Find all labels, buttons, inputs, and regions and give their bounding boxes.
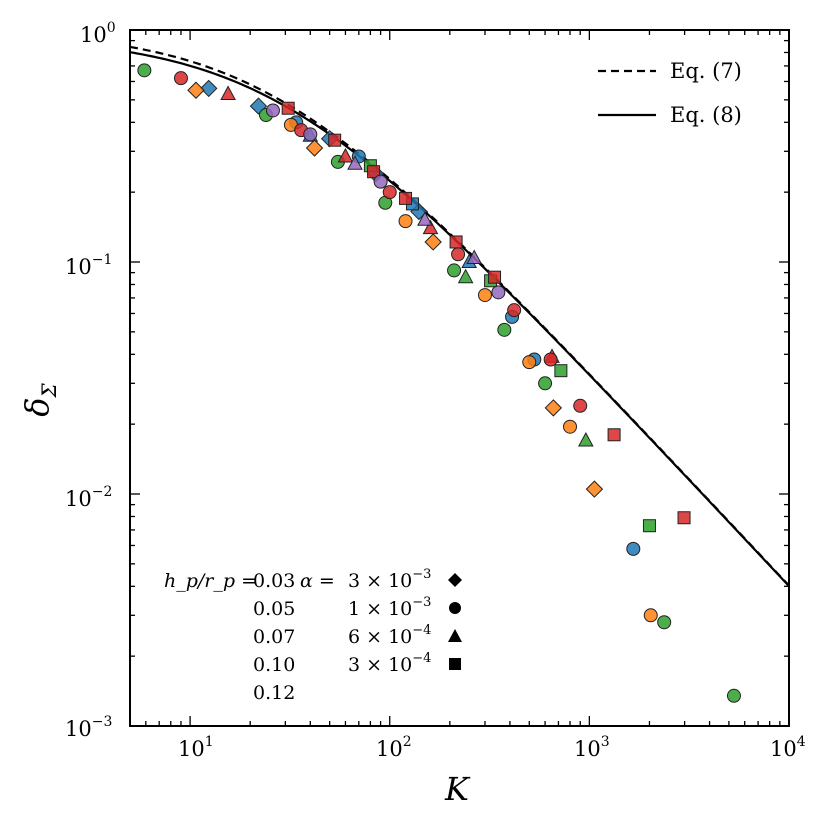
- data-point-diamond: [200, 79, 218, 98]
- data-point-square: [328, 133, 342, 147]
- aspect-value-3: 0.10: [253, 654, 295, 676]
- data-point-circle: [643, 608, 658, 623]
- data-point-square: [399, 191, 413, 205]
- plot-area: [129, 29, 790, 727]
- y-tick-label: 10−3: [65, 714, 112, 741]
- data-point-circle: [507, 303, 522, 318]
- data-point-circle: [538, 376, 553, 391]
- data-point-diamond: [585, 480, 604, 498]
- data-point-square: [554, 364, 568, 378]
- aspect-value-4: 0.12: [253, 682, 295, 704]
- data-markers: [137, 63, 741, 703]
- data-point-circle: [626, 541, 641, 556]
- data-point-circle: [657, 615, 672, 630]
- data-point-diamond: [187, 81, 205, 99]
- legend-label-eq8: Eq. (8): [670, 103, 742, 127]
- curve-eq7-dashed: [130, 45, 789, 587]
- data-point-square: [281, 101, 295, 115]
- data-point-circle: [491, 285, 506, 300]
- data-point-circle: [726, 688, 741, 703]
- x-axis-label: K: [444, 770, 471, 808]
- key-diamond-marker: [448, 573, 462, 587]
- x-tick-labels: 101 102 103 104: [178, 734, 806, 761]
- alpha-value-1: 1 × 10−3: [348, 595, 431, 620]
- x-tick-label: 101: [178, 734, 214, 761]
- alpha-value-3: 3 × 10−4: [348, 651, 431, 676]
- data-point-diamond: [424, 233, 442, 251]
- data-point-square: [367, 165, 381, 179]
- data-point-square: [449, 235, 463, 249]
- data-point-circle: [497, 322, 512, 337]
- data-point-triangle: [422, 219, 439, 235]
- parameter-key: h_p/r_p = 0.03 0.05 0.07 0.10 0.12 α = 3…: [164, 567, 462, 704]
- data-point-square: [642, 519, 656, 533]
- data-point-circle: [573, 398, 588, 413]
- y-tick-label: 10−2: [65, 484, 112, 511]
- aspect-ratio-label: h_p/r_p =: [164, 570, 257, 592]
- alpha-label: α =: [300, 570, 335, 592]
- alpha-value-0: 3 × 10−3: [348, 567, 431, 592]
- y-tick-label: 100: [80, 20, 116, 47]
- y-tick-label: 10−1: [65, 252, 112, 279]
- y-tick-labels: 100 10−1 10−2 10−3: [65, 20, 116, 741]
- data-point-triangle: [417, 211, 433, 226]
- x-tick-label: 102: [376, 734, 412, 761]
- data-point-square: [607, 428, 621, 442]
- data-point-square: [488, 270, 502, 284]
- data-point-circle: [398, 214, 413, 229]
- plot-frame: [129, 29, 790, 727]
- x-tick-label: 104: [770, 734, 806, 761]
- data-point-triangle: [347, 155, 363, 170]
- line-legend: Eq. (7) Eq. (8): [598, 59, 742, 127]
- y-axis-label: δΣ: [18, 382, 61, 416]
- key-square-marker: [449, 658, 461, 670]
- data-point-circle: [303, 127, 318, 142]
- data-point-circle: [373, 174, 388, 189]
- key-circle-marker: [449, 602, 461, 614]
- data-point-diamond: [305, 139, 324, 157]
- data-point-triangle: [457, 268, 474, 284]
- key-triangle-marker: [448, 629, 462, 642]
- model-curves: [130, 45, 789, 587]
- data-point-circle: [477, 288, 492, 303]
- legend-label-eq7: Eq. (7): [670, 59, 742, 83]
- aspect-value-2: 0.07: [253, 626, 295, 648]
- alpha-value-2: 6 × 10−4: [348, 623, 431, 648]
- data-point-circle: [173, 71, 188, 86]
- aspect-value-1: 0.05: [253, 598, 295, 620]
- minor-ticks: [129, 30, 789, 726]
- data-point-circle: [543, 352, 558, 367]
- data-point-triangle: [577, 431, 594, 447]
- data-point-circle: [522, 355, 537, 370]
- major-ticks: [130, 29, 790, 727]
- x-tick-label: 103: [574, 734, 610, 761]
- data-point-triangle: [220, 85, 236, 100]
- data-point-circle: [563, 419, 578, 434]
- data-point-square: [677, 511, 691, 525]
- data-point-circle: [382, 185, 397, 200]
- aspect-value-0: 0.03: [253, 570, 295, 592]
- data-point-circle: [451, 247, 466, 262]
- data-point-circle: [447, 263, 462, 278]
- data-point-triangle: [466, 249, 483, 265]
- data-point-triangle: [337, 147, 354, 163]
- data-point-diamond: [544, 399, 563, 417]
- curve-eq8-solid: [130, 51, 789, 587]
- data-point-circle: [265, 103, 280, 118]
- data-point-circle: [137, 63, 152, 78]
